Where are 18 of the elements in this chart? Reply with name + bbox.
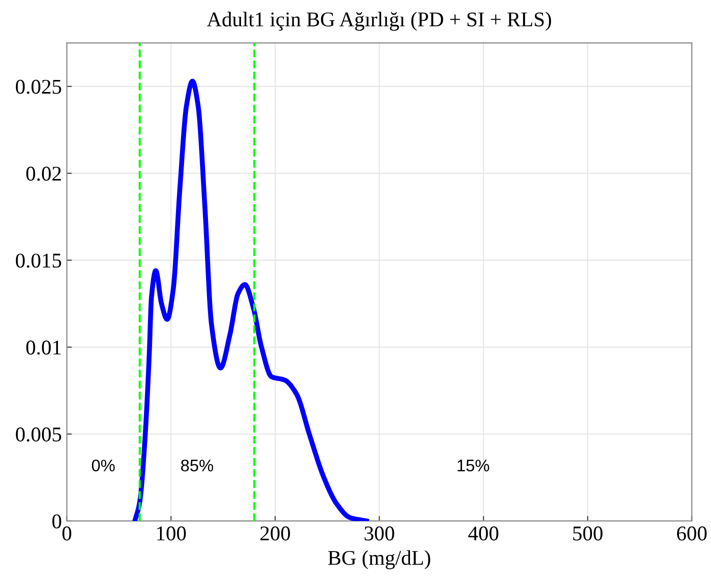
chart-title: Adult1 için BG Ağırlığı (PD + SI + RLS) [206, 12, 552, 31]
x-tick-label: 600 [677, 526, 707, 540]
y-tick-label: 0.005 [16, 427, 62, 442]
annotation: 15% [458, 460, 490, 472]
x-tick-label: 300 [364, 526, 394, 540]
x-tick-label: 400 [468, 526, 498, 540]
y-tick-label: 0.015 [16, 254, 62, 268]
x-axis-title: BG (mg/dL) [328, 550, 430, 570]
annotation: 85% [181, 460, 214, 472]
annotation: 0% [92, 460, 115, 472]
x-tick-label: 500 [573, 526, 602, 540]
x-tick-label: 100 [157, 526, 186, 540]
y-tick-label: 0 [52, 514, 62, 528]
y-tick-label: 0.02 [26, 166, 61, 181]
y-tick-label: 0.01 [26, 340, 61, 355]
y-tick-label: 0.025 [16, 80, 62, 94]
x-tick-label: 200 [260, 526, 290, 540]
x-tick-label: 0 [62, 526, 72, 540]
